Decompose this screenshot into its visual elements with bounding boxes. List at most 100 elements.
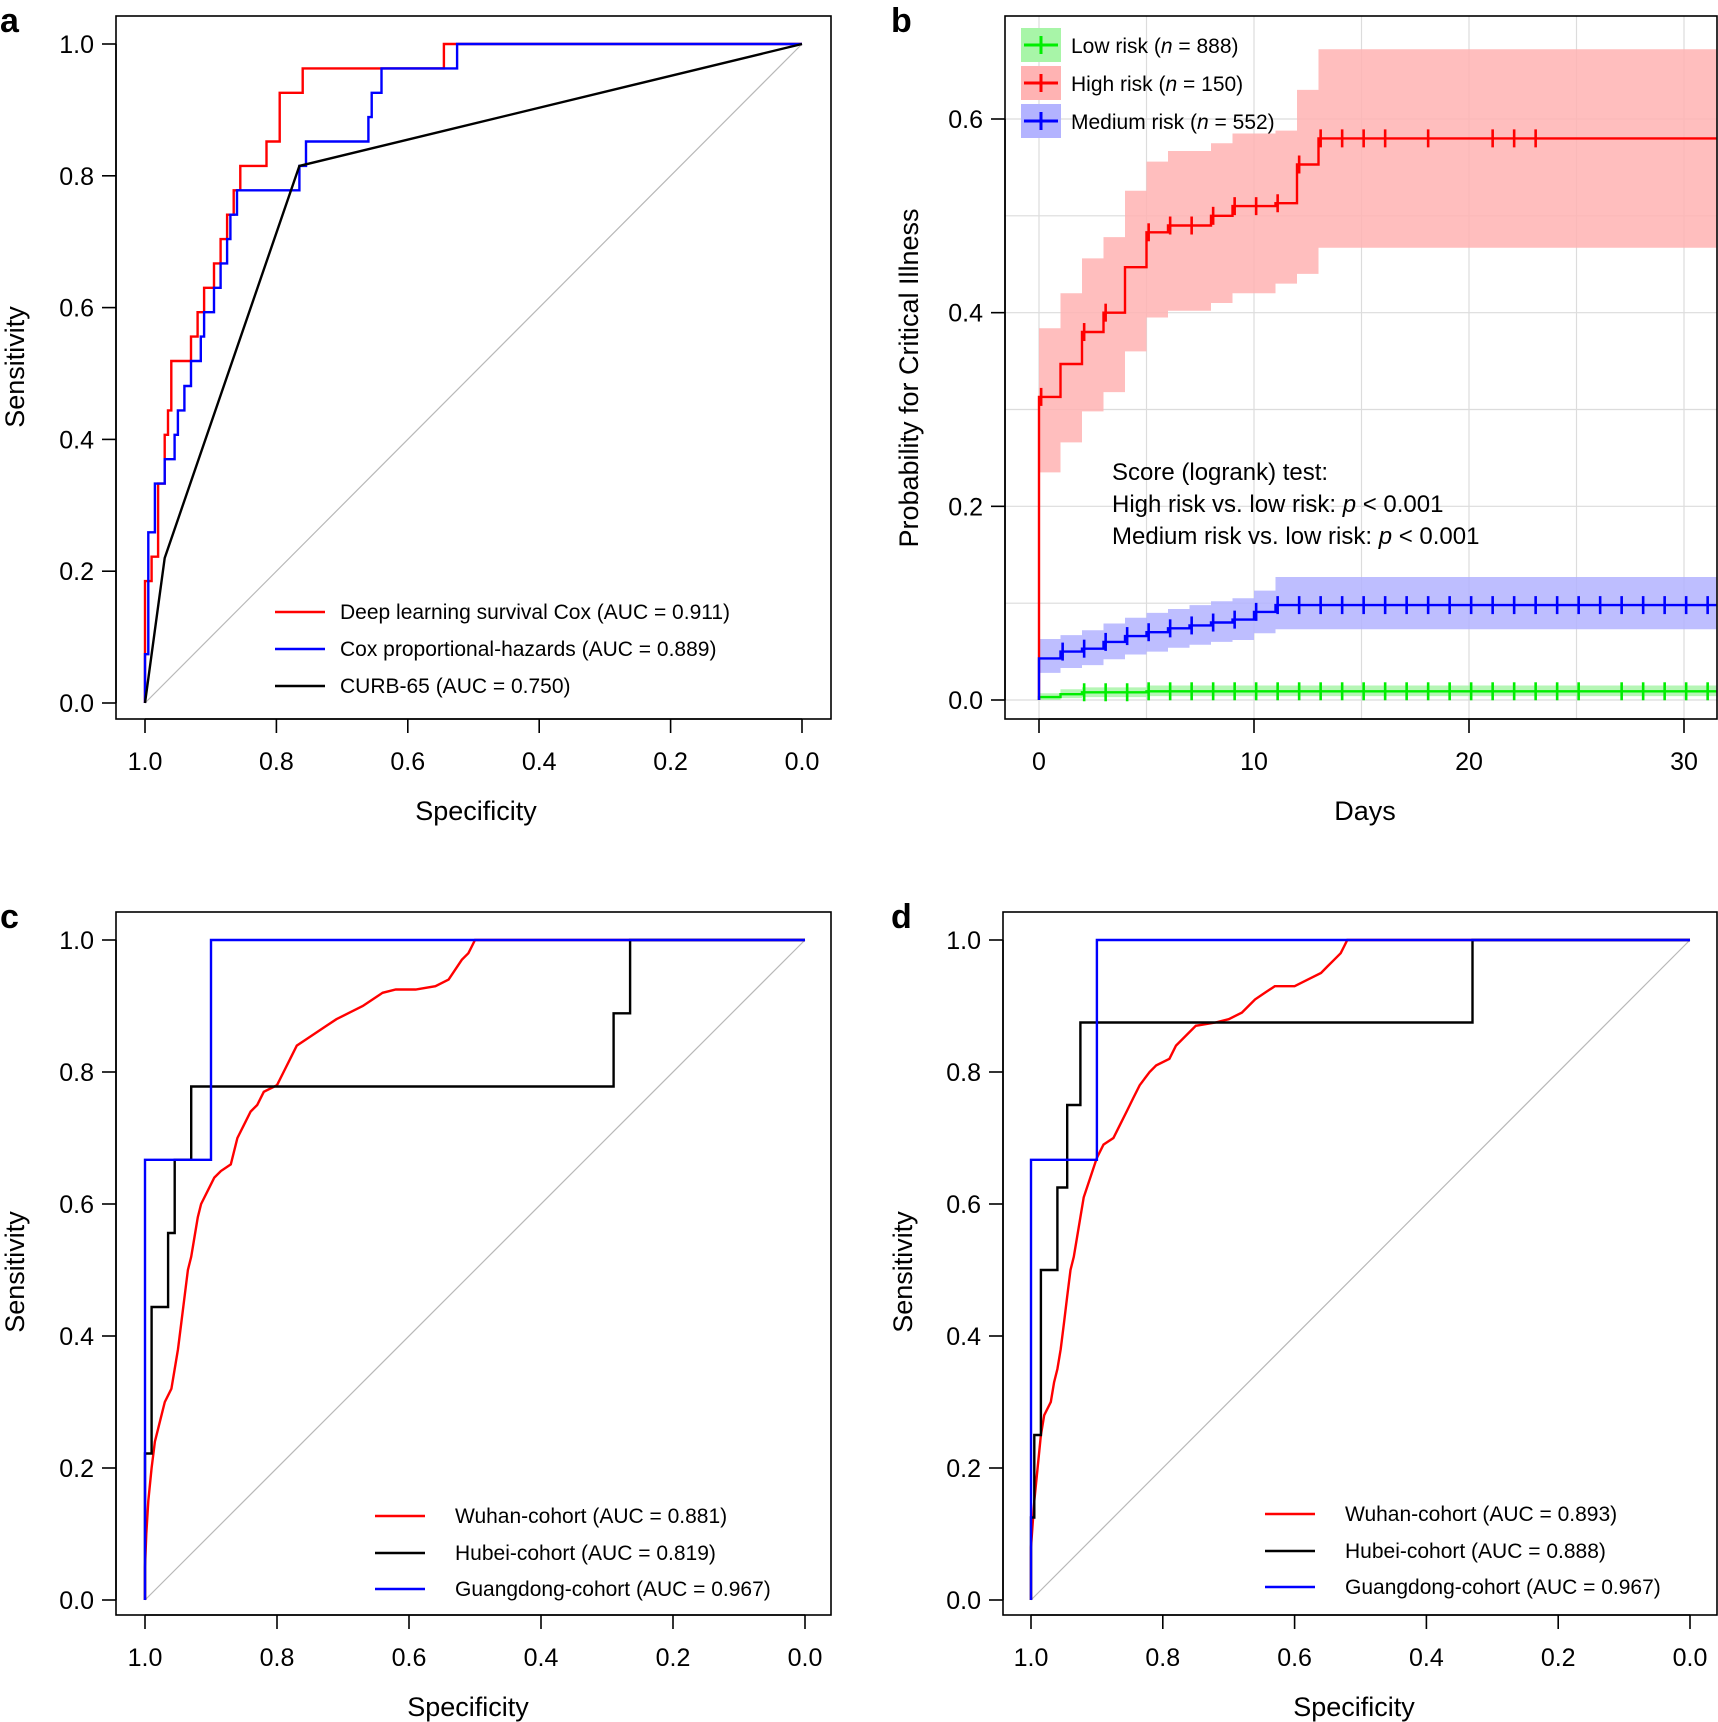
- y-tick-label: 0.0: [946, 1587, 981, 1615]
- y-tick-label: 0.4: [59, 1323, 94, 1351]
- y-tick-label: 0.0: [59, 690, 94, 718]
- legend-label-low-risk: Low risk (n = 888): [1071, 35, 1239, 58]
- roc-curve-wuhan-cohort: [143, 938, 805, 1600]
- panel-d-roc-cohorts: d 1.0 0.8 0.6 0.4 0.2 0.0 0.00.20.40.60.81.0 …: [888, 898, 1718, 1722]
- logrank-high-vs-low: High risk vs. low risk: p < 0.001: [1112, 491, 1443, 518]
- x-tick-label: 1.0: [128, 1644, 163, 1672]
- panel-a-roc-deep-learning: a 1.0 0.8 0.6 0.4 0.2 0.0 0.00.20.40.60.81.0 …: [0, 2, 832, 826]
- panel-a-y-label: Sensitivity: [0, 306, 30, 428]
- legend-label-wuhan: Wuhan-cohort (AUC = 0.893): [1345, 1503, 1617, 1526]
- y-tick-label: 0.2: [946, 1455, 981, 1483]
- x-tick-label: 30: [1670, 748, 1698, 776]
- panel-b-y-axis: 0.0 0.2 0.4 0.6: [948, 106, 1006, 715]
- roc-curve-guangdong-cohort: [143, 938, 805, 1600]
- x-tick-label: 0.2: [653, 748, 688, 776]
- x-tick-label: 0.8: [259, 748, 294, 776]
- panel-c-y-label: Sensitivity: [0, 1211, 30, 1333]
- y-tick-label: 0.4: [59, 426, 94, 454]
- legend-label-guangdong: Guangdong-cohort (AUC = 0.967): [455, 1578, 771, 1601]
- confidence-band-low-risk: [1039, 685, 1717, 700]
- legend-label-guangdong: Guangdong-cohort (AUC = 0.967): [1345, 1576, 1661, 1599]
- legend-label-hubei: Hubei-cohort (AUC = 0.819): [455, 1542, 716, 1565]
- x-tick-label: 0.4: [524, 1644, 559, 1672]
- y-tick-label: 0.6: [59, 1191, 94, 1219]
- reference-diagonal: [144, 939, 806, 1601]
- reference-diagonal: [144, 43, 803, 704]
- confidence-band-medium-risk: [1039, 577, 1717, 673]
- confidence-band-high-risk: [1039, 49, 1717, 473]
- km-curve-high-risk: [1037, 137, 1717, 700]
- roc-curve-hubei-cohort: [1029, 938, 1690, 1600]
- x-tick-label: 0.4: [522, 748, 557, 776]
- panel-d-legend: Wuhan-cohort (AUC = 0.893) Hubei-cohort …: [1265, 1503, 1661, 1599]
- panel-b-letter: b: [891, 2, 912, 40]
- roc-curve-curb-65: [143, 42, 803, 704]
- reference-diagonal: [1030, 939, 1691, 1601]
- panel-c-legend: Wuhan-cohort (AUC = 0.881) Hubei-cohort …: [375, 1505, 771, 1601]
- panel-b-legend: Low risk (n = 888) High risk (n = 150) M…: [1021, 28, 1275, 138]
- x-tick-label: 0.0: [1673, 1644, 1708, 1672]
- panel-d-letter: d: [891, 898, 912, 936]
- y-tick-label: 0.6: [948, 106, 983, 134]
- x-tick-label: 0.6: [1277, 1644, 1312, 1672]
- legend-label-deep-learning-cox: Deep learning survival Cox (AUC = 0.911): [340, 601, 730, 624]
- x-tick-label: 0.0: [788, 1644, 823, 1672]
- y-tick-label: 0.8: [59, 163, 94, 191]
- panel-d-y-label: Sensitivity: [888, 1211, 918, 1333]
- y-tick-label: 0.8: [946, 1059, 981, 1087]
- panel-a-legend: Deep learning survival Cox (AUC = 0.911)…: [275, 601, 730, 698]
- y-tick-label: 0.8: [59, 1059, 94, 1087]
- km-curve-medium-risk: [1037, 603, 1717, 700]
- y-tick-label: 0.4: [948, 300, 983, 328]
- x-tick-label: 0.8: [1145, 1644, 1180, 1672]
- panel-d-y-axis: 0.0 0.2 0.4 0.6 0.8 1.0: [946, 927, 1004, 1615]
- panel-a-x-label: Specificity: [415, 796, 537, 826]
- y-tick-label: 0.0: [59, 1587, 94, 1615]
- legend-label-hubei: Hubei-cohort (AUC = 0.888): [1345, 1540, 1606, 1563]
- y-tick-label: 0.2: [59, 558, 94, 586]
- legend-label-curb65: CURB-65 (AUC = 0.750): [340, 675, 571, 698]
- x-tick-label: 1.0: [1014, 1644, 1049, 1672]
- x-tick-label: 0.8: [260, 1644, 295, 1672]
- logrank-title: Score (logrank) test:: [1112, 459, 1328, 486]
- panel-c-letter: c: [0, 898, 19, 936]
- panel-d-x-axis: 1.0 0.8 0.6 0.4 0.2 0.0: [1014, 1614, 1708, 1672]
- x-tick-label: 0.2: [656, 1644, 691, 1672]
- x-tick-label: 0.0: [785, 748, 820, 776]
- panel-c-x-axis: 1.0 0.8 0.6 0.4 0.2 0.0: [128, 1614, 823, 1672]
- panel-b-x-axis: 0 10 20 30: [1032, 718, 1698, 776]
- km-curve-low-risk: [1037, 690, 1717, 700]
- x-tick-label: 0.4: [1409, 1644, 1444, 1672]
- panel-b-cumulative-incidence: b 0 10 20 30 0.0 0.2 0.4 0.6 Days Probability …: [891, 2, 1718, 826]
- legend-label-high-risk: High risk (n = 150): [1071, 73, 1243, 96]
- panel-a-y-axis: 0.0 0.2 0.4 0.6 0.8 1.0: [59, 31, 117, 718]
- y-tick-label: 1.0: [946, 927, 981, 955]
- roc-curve-wuhan-cohort: [1029, 938, 1690, 1600]
- x-tick-label: 0.6: [390, 748, 425, 776]
- roc-curve-guangdong-cohort: [1029, 938, 1690, 1600]
- y-tick-label: 0.0: [948, 687, 983, 715]
- logrank-medium-vs-low: Medium risk vs. low risk: p < 0.001: [1112, 523, 1479, 550]
- panel-a-letter: a: [0, 2, 20, 40]
- y-tick-label: 0.4: [946, 1323, 981, 1351]
- panel-c-roc-cohorts: c 1.0 0.8 0.6 0.4 0.2 0.0 0.00.20.40.60.81.0 …: [0, 898, 832, 1722]
- panel-c-y-axis: 0.0 0.2 0.4 0.6 0.8 1.0: [59, 927, 117, 1615]
- x-tick-label: 1.0: [128, 748, 163, 776]
- panel-b-x-label: Days: [1334, 796, 1396, 826]
- panel-b-y-label: Probability for Critical Illness: [894, 208, 924, 547]
- y-tick-label: 0.6: [59, 295, 94, 323]
- panel-c-x-label: Specificity: [407, 1692, 529, 1722]
- panel-d-x-label: Specificity: [1293, 1692, 1415, 1722]
- x-tick-label: 0.2: [1541, 1644, 1576, 1672]
- y-tick-label: 0.2: [59, 1455, 94, 1483]
- y-tick-label: 0.6: [946, 1191, 981, 1219]
- y-tick-label: 1.0: [59, 927, 94, 955]
- panel-a-x-axis: 1.0 0.8 0.6 0.4 0.2 0.0: [128, 718, 820, 776]
- y-tick-label: 0.2: [948, 493, 983, 521]
- roc-curve-cox-proportional-hazards: [143, 42, 802, 703]
- panel-b-logrank-annotation: Score (logrank) test: High risk vs. low …: [1112, 459, 1479, 550]
- legend-label-wuhan: Wuhan-cohort (AUC = 0.881): [455, 1505, 727, 1528]
- x-tick-label: 20: [1455, 748, 1483, 776]
- x-tick-label: 0: [1032, 748, 1046, 776]
